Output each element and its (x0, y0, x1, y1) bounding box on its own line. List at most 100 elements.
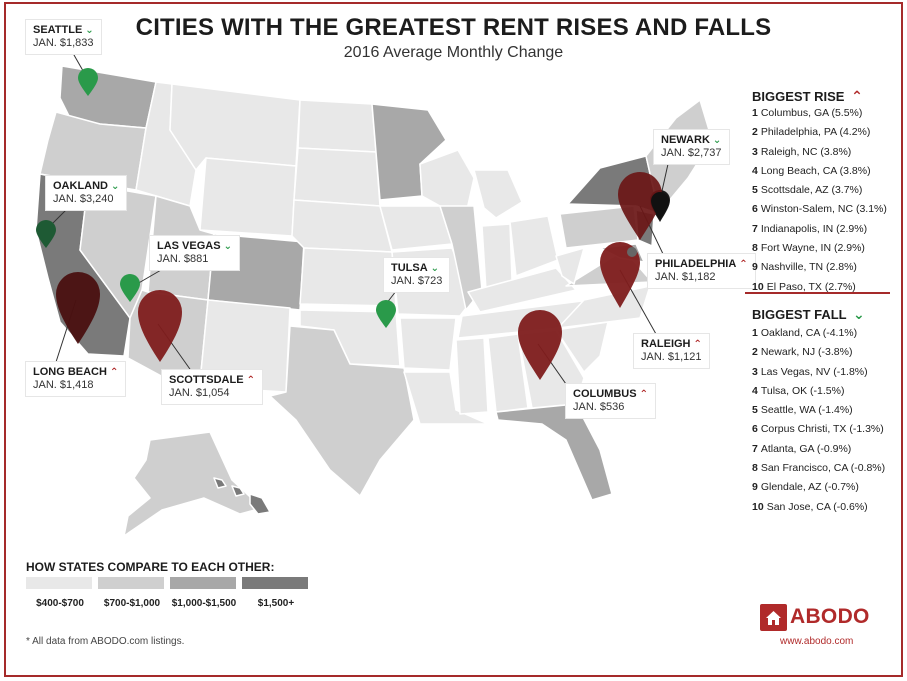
legend-label: $400-$700 (36, 598, 84, 609)
list-item: 9 Nashville, TN (2.8%) (752, 258, 887, 277)
callout-value: JAN. $723 (391, 275, 443, 287)
callout-tulsa: TULSA ⌄ JAN. $723 (384, 258, 450, 292)
state-hawaii (213, 477, 271, 515)
legend-swatch-tier2 (98, 577, 164, 589)
list-item: 8 Fort Wayne, IN (2.9%) (752, 239, 887, 258)
abodo-logo[interactable]: ABODO (760, 603, 870, 631)
state-nebraska (291, 199, 393, 253)
callout-city: COLUMBUS (573, 388, 637, 400)
state-kentucky (467, 267, 577, 313)
rank-text: Long Beach, CA (3.8%) (760, 164, 871, 177)
state-west-virginia (555, 247, 585, 285)
callout-value: JAN. $1,182 (655, 271, 716, 283)
legend-label: $1,500+ (257, 598, 295, 609)
rank-number: 1 (752, 107, 758, 119)
pin-philadelphia (618, 172, 662, 240)
down-arrow-icon: ⌄ (712, 135, 722, 146)
rank-text: Corpus Christi, TX (-1.3%) (760, 423, 884, 436)
list-item: 4 Tulsa, OK (-1.5%) (752, 382, 885, 401)
rank-text: El Paso, TX (2.7%) (766, 280, 856, 293)
up-arrow-icon: ⌃ (693, 339, 702, 350)
rank-text: Winston-Salem, NC (3.1%) (760, 203, 887, 216)
list-item: 6 Winston-Salem, NC (3.1%) (752, 200, 887, 219)
pin-long-beach (56, 272, 100, 344)
callout-value: JAN. $1,418 (33, 379, 94, 391)
list-item: 1 Columbus, GA (5.5%) (752, 104, 887, 123)
list-item: 7 Atlanta, GA (-0.9%) (752, 440, 885, 459)
list-item: 10 El Paso, TX (2.7%) (752, 278, 887, 297)
state-ohio (509, 215, 559, 277)
panel-divider (745, 292, 890, 294)
callout-philadelphia: PHILADELPHIA ⌃ JAN. $1,182 (648, 254, 755, 288)
up-arrow-icon: ⌃ (639, 389, 648, 400)
rank-number: 9 (752, 261, 758, 274)
house-icon (760, 603, 787, 631)
state-south-dakota (293, 147, 381, 207)
legend-title: HOW STATES COMPARE TO EACH OTHER: (26, 560, 275, 574)
up-arrow-icon: ⌃ (739, 259, 748, 270)
state-kansas (299, 247, 397, 307)
list-item: 4 Long Beach, CA (3.8%) (752, 162, 887, 181)
site-link[interactable]: www.abodo.com (780, 636, 854, 647)
rank-number: 10 (752, 280, 764, 293)
callout-city: LONG BEACH (33, 366, 107, 378)
up-chevron-icon: ⌃ (851, 88, 863, 104)
list-item: 10 San Jose, CA (-0.6%) (752, 498, 885, 517)
list-item: 5 Scottsdale, AZ (3.7%) (752, 181, 887, 200)
pin-dot-dc (627, 247, 637, 257)
rise-list: 1 Columbus, GA (5.5%) 2 Philadelphia, PA (… (752, 104, 887, 297)
rank-number: 6 (752, 423, 758, 436)
list-item: 9 Glendale, AZ (-0.7%) (752, 478, 885, 497)
rank-number: 8 (752, 462, 758, 475)
pin-seattle (78, 68, 98, 96)
rank-number: 9 (752, 481, 758, 494)
callout-city: PHILADELPHIA (655, 258, 737, 270)
down-arrow-icon: ⌄ (430, 263, 440, 274)
state-florida (495, 403, 613, 501)
rank-number: 6 (752, 203, 758, 216)
footnote: * All data from ABODO.com listings. (26, 636, 185, 647)
callout-value: JAN. $1,054 (169, 387, 230, 399)
pin-columbus (518, 310, 562, 380)
list-item: 7 Indianapolis, IN (2.9%) (752, 220, 887, 239)
callout-oakland: OAKLAND ⌄ JAN. $3,240 (46, 176, 127, 210)
rank-number: 4 (752, 164, 758, 177)
callout-seattle: SEATTLE ⌄ JAN. $1,833 (26, 20, 101, 54)
callout-scottsdale: SCOTTSDALE ⌃ JAN. $1,054 (162, 370, 262, 404)
rank-text: Newark, NJ (-3.8%) (760, 346, 853, 359)
rank-text: Oakland, CA (-4.1%) (760, 327, 858, 339)
rank-text: Glendale, AZ (-0.7%) (760, 481, 859, 494)
callout-las-vegas: LAS VEGAS ⌄ JAN. $881 (150, 236, 239, 270)
fall-panel-title: BIGGEST FALL ⌄ (752, 306, 865, 323)
state-mississippi (455, 337, 489, 415)
rank-text: Nashville, TN (2.8%) (760, 261, 857, 274)
callout-value: JAN. $881 (157, 253, 209, 265)
rise-title-text: BIGGEST RISE (752, 89, 845, 104)
rank-text: Columbus, GA (5.5%) (760, 107, 863, 119)
rank-text: San Francisco, CA (-0.8%) (760, 462, 886, 475)
list-item: 1 Oakland, CA (-4.1%) (752, 324, 885, 343)
rise-panel-title: BIGGEST RISE ⌃ (752, 88, 863, 105)
callout-city: OAKLAND (53, 180, 108, 192)
callout-long-beach: LONG BEACH ⌃ JAN. $1,418 (26, 362, 126, 396)
callout-city: TULSA (391, 262, 428, 274)
rank-number: 7 (752, 222, 758, 235)
legend-label: $1,000-$1,500 (171, 598, 237, 609)
state-wisconsin (419, 149, 475, 215)
state-wyoming (199, 157, 297, 237)
brand-name: ABODO (790, 605, 870, 628)
down-arrow-icon: ⌄ (223, 241, 232, 252)
rank-number: 7 (752, 442, 758, 455)
down-arrow-icon: ⌄ (111, 181, 120, 192)
rank-text: Las Vegas, NV (-1.8%) (760, 365, 868, 378)
rank-number: 1 (752, 327, 758, 339)
page-title: CITIES WITH THE GREATEST RENT RISES AND … (135, 14, 772, 41)
callout-raleigh: RALEIGH ⌃ JAN. $1,121 (634, 334, 709, 368)
callout-newark: NEWARK ⌄ JAN. $2,737 (654, 130, 729, 164)
callout-city: SCOTTSDALE (169, 374, 244, 386)
list-item: 3 Las Vegas, NV (-1.8%) (752, 363, 885, 382)
legend-label: $700-$1,000 (103, 598, 161, 609)
rank-text: Scottsdale, AZ (3.7%) (760, 184, 863, 197)
pin-oakland (35, 219, 56, 248)
page-subtitle: 2016 Average Monthly Change (343, 44, 564, 61)
